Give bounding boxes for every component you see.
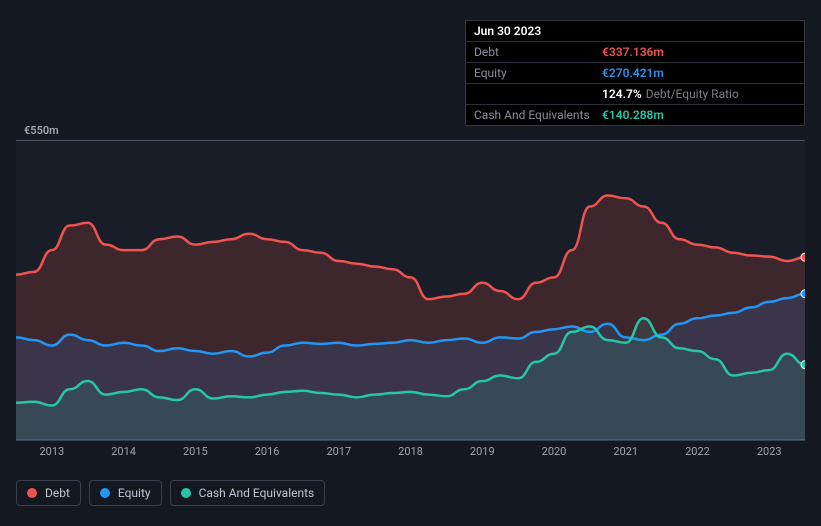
x-tick: 2016	[231, 445, 303, 465]
tooltip-equity-label: Equity	[474, 66, 602, 80]
y-axis-top-label: €550m	[24, 124, 59, 137]
tooltip-debt-row: Debt €337.136m	[466, 42, 804, 63]
x-tick: 2023	[733, 445, 805, 465]
tooltip-ratio-label: Debt/Equity Ratio	[646, 87, 739, 101]
legend-dot-icon	[27, 488, 37, 498]
legend-dot-icon	[181, 488, 191, 498]
chart-svg	[16, 141, 805, 441]
legend-dot-icon	[100, 488, 110, 498]
x-tick: 2015	[159, 445, 231, 465]
tooltip-debt-label: Debt	[474, 45, 602, 59]
tooltip-date-row: Jun 30 2023	[466, 21, 804, 42]
end-marker-debt	[801, 253, 805, 261]
tooltip-cash-value: €140.288m	[602, 108, 664, 122]
tooltip-cash-label: Cash And Equivalents	[474, 108, 602, 122]
tooltip-cash-row: Cash And Equivalents €140.288m	[466, 105, 804, 125]
x-axis-ticks: 2013201420152016201720182019202020212022…	[16, 445, 805, 465]
tooltip-equity-row: Equity €270.421m	[466, 63, 804, 84]
x-tick: 2017	[303, 445, 375, 465]
legend-item-debt[interactable]: Debt	[16, 480, 81, 506]
x-tick: 2014	[88, 445, 160, 465]
legend-label: Equity	[118, 486, 151, 500]
x-tick: 2022	[662, 445, 734, 465]
end-marker-cash-and-equivalents	[801, 361, 805, 369]
tooltip-equity-value: €270.421m	[602, 66, 664, 80]
x-tick: 2021	[590, 445, 662, 465]
x-tick: 2020	[518, 445, 590, 465]
tooltip-ratio-value: 124.7%	[602, 87, 642, 101]
chart-area[interactable]	[16, 140, 805, 440]
legend-label: Cash And Equivalents	[199, 486, 315, 500]
x-tick: 2013	[16, 445, 88, 465]
tooltip-ratio-row: 124.7% Debt/Equity Ratio	[466, 84, 804, 105]
tooltip-panel: Jun 30 2023 Debt €337.136m Equity €270.4…	[465, 20, 805, 126]
legend-label: Debt	[45, 486, 70, 500]
legend-item-cash-and-equivalents[interactable]: Cash And Equivalents	[170, 480, 326, 506]
tooltip-debt-value: €337.136m	[602, 45, 664, 59]
x-tick: 2018	[375, 445, 447, 465]
x-tick: 2019	[446, 445, 518, 465]
legend: Debt Equity Cash And Equivalents	[16, 480, 325, 506]
tooltip-date: Jun 30 2023	[474, 24, 541, 38]
legend-item-equity[interactable]: Equity	[89, 480, 162, 506]
end-marker-equity	[801, 290, 805, 298]
